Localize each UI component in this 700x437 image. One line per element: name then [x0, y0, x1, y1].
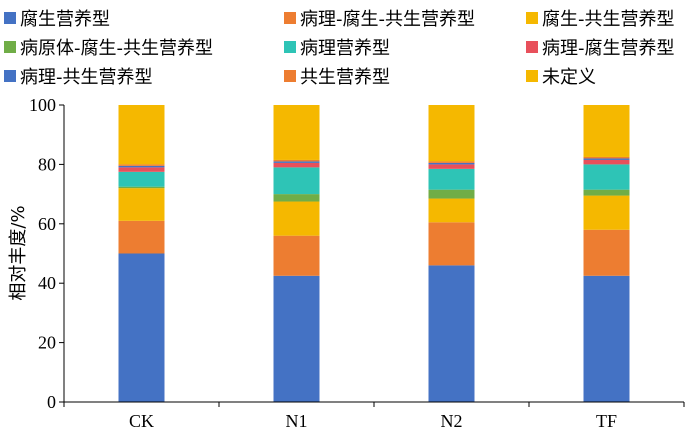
bar-segment — [273, 201, 320, 236]
y-axis-title: 相对丰度/% — [8, 205, 29, 300]
legend-label: 腐生营养型 — [20, 9, 110, 30]
y-tick-label: 80 — [38, 154, 56, 174]
legend-label: 病原体-腐生-共生营养型 — [20, 38, 213, 59]
y-tick-label: 40 — [38, 273, 56, 293]
legend-swatch — [4, 12, 16, 24]
bar-segment — [118, 171, 165, 187]
x-tick-label: CK — [129, 411, 154, 431]
y-tick-label: 20 — [38, 333, 56, 353]
bar-segment — [428, 265, 475, 402]
bar-segment — [428, 168, 475, 190]
legend-label: 病理-腐生营养型 — [542, 38, 675, 59]
bar-segment — [273, 235, 320, 276]
bar-segment — [118, 253, 165, 402]
legend-swatch — [284, 70, 296, 82]
legend-label: 腐生-共生营养型 — [542, 9, 675, 30]
bar-segment — [428, 161, 475, 163]
bars — [118, 105, 630, 402]
y-axis: 0 20 40 60 80 100 — [29, 95, 65, 412]
bar-segment — [583, 164, 630, 190]
bar-segment — [583, 159, 630, 165]
bar-segment — [273, 194, 320, 202]
legend-swatch — [284, 41, 296, 53]
bar-segment — [583, 229, 630, 276]
legend-swatch — [284, 12, 296, 24]
bar-segment — [273, 162, 320, 168]
bar-segment — [118, 165, 165, 168]
bar-segment — [583, 158, 630, 160]
bar-segment — [428, 222, 475, 266]
bar-segment — [583, 275, 630, 402]
legend-label: 共生营养型 — [300, 67, 390, 88]
bar-segment — [273, 159, 320, 162]
bar-segment — [428, 162, 475, 165]
x-tick-label: N2 — [441, 411, 463, 431]
bar-segment — [118, 167, 165, 172]
bar-segment — [428, 198, 475, 223]
bar-segment — [428, 105, 475, 162]
bar-segment — [273, 275, 320, 402]
legend-swatch — [4, 41, 16, 53]
y-tick-label: 0 — [47, 392, 56, 412]
bar-segment — [118, 188, 165, 221]
bar-segment — [583, 156, 630, 159]
legend-swatch — [4, 70, 16, 82]
legend-label: 病理-腐生-共生营养型 — [300, 9, 475, 30]
bar-segment — [273, 105, 320, 160]
x-tick-label: TF — [596, 411, 617, 431]
bar-segment — [583, 105, 630, 157]
legend-label: 病理-共生营养型 — [20, 67, 153, 88]
legend-swatch — [526, 12, 538, 24]
bar-segment — [118, 186, 165, 189]
bar-segment — [583, 195, 630, 230]
bar-segment — [273, 167, 320, 195]
bar-segment — [118, 164, 165, 166]
y-tick-label: 60 — [38, 214, 56, 234]
x-axis: CK N1 N2 TF — [63, 401, 685, 431]
legend-swatch — [526, 70, 538, 82]
bar-segment — [428, 164, 475, 169]
legend-label: 病理营养型 — [300, 38, 390, 59]
bar-segment — [583, 189, 630, 196]
bar-segment — [273, 161, 320, 163]
legend-label: 未定义 — [542, 67, 596, 88]
legend-swatch — [526, 41, 538, 53]
x-tick-label: N1 — [286, 411, 308, 431]
bar-segment — [428, 189, 475, 199]
bar-segment — [118, 220, 165, 254]
bar-segment — [118, 105, 165, 165]
y-tick-label: 100 — [29, 95, 56, 115]
